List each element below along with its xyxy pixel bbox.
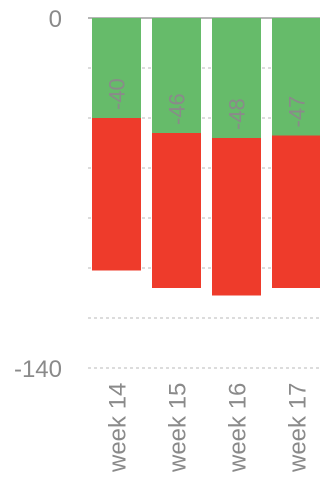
bar-segment xyxy=(212,18,261,138)
y-tick-label: -140 xyxy=(14,356,62,383)
bar-segment xyxy=(272,135,320,288)
bar-segment xyxy=(152,18,201,133)
x-axis-labels: week 14 week 15 week 16 week 17 xyxy=(105,383,312,473)
bar-segment xyxy=(92,18,141,118)
x-tick-label: week 17 xyxy=(285,383,312,473)
data-label: -40 xyxy=(105,78,130,110)
bar-segment xyxy=(212,138,261,296)
y-tick-label: 0 xyxy=(49,6,62,33)
data-label: -47 xyxy=(285,96,310,128)
data-label: -48 xyxy=(225,98,250,130)
bars-layer xyxy=(92,18,320,296)
bar-segment xyxy=(92,118,141,271)
data-labels: -40 -46 -48 -47 xyxy=(105,78,310,130)
x-tick-label: week 16 xyxy=(225,383,252,473)
y-axis-labels: 0 -140 xyxy=(14,6,62,383)
data-label: -46 xyxy=(165,93,190,125)
bar-segment xyxy=(152,133,201,288)
x-tick-label: week 14 xyxy=(105,383,132,473)
x-tick-label: week 15 xyxy=(165,383,192,473)
bar-segment xyxy=(272,18,320,136)
